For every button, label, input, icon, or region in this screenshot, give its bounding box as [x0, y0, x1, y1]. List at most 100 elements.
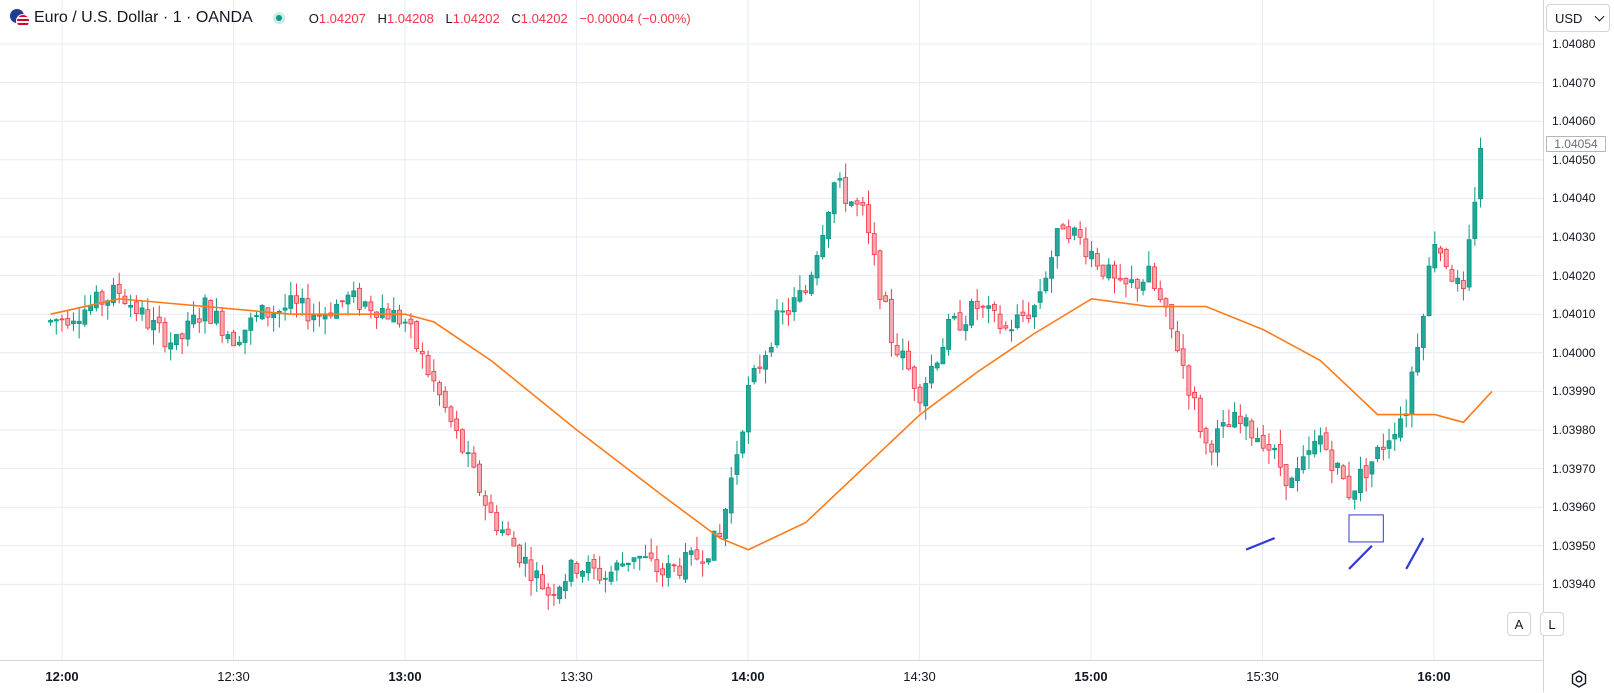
candle-body — [889, 298, 894, 343]
candle-body — [1432, 244, 1438, 269]
candle-body — [145, 309, 151, 329]
price-tick-label: 1.03980 — [1552, 423, 1596, 437]
candle-body — [1375, 446, 1380, 460]
candle-body — [871, 233, 877, 255]
time-axis[interactable] — [0, 660, 1543, 693]
candle-body — [1134, 279, 1140, 289]
price-tick-label: 1.03950 — [1552, 538, 1596, 553]
candle-body — [1157, 288, 1163, 301]
candle-body — [196, 318, 202, 323]
price-tick-label: 1.04060 — [1552, 114, 1596, 129]
candle-body — [1318, 435, 1323, 445]
candle-body — [397, 309, 402, 325]
candle-body — [1180, 348, 1186, 366]
high-value: 1.04208 — [386, 10, 434, 26]
price-axis[interactable] — [1543, 0, 1614, 692]
candle-body — [299, 297, 305, 304]
candle-body — [1215, 428, 1220, 453]
candle-body — [1014, 314, 1020, 329]
candle-body — [540, 574, 545, 590]
settings-icon[interactable] — [1570, 670, 1588, 688]
candle-body — [116, 284, 122, 294]
price-chart[interactable] — [0, 0, 1543, 660]
candle-body — [940, 346, 946, 365]
candle-body — [362, 301, 368, 307]
candle-body — [1232, 411, 1237, 428]
auto-scale-button[interactable]: A — [1507, 612, 1531, 636]
candle-body — [545, 587, 551, 596]
candle-body — [459, 429, 465, 453]
candle-body — [1226, 424, 1232, 428]
candle-body — [894, 345, 900, 356]
symbol-title[interactable]: Euro / U.S. Dollar · 1 · OANDA — [34, 9, 253, 26]
price-tick-label: 1.04020 — [1552, 268, 1596, 283]
candle-body — [1380, 446, 1386, 450]
candle-body — [660, 568, 665, 576]
candle-body — [637, 555, 643, 559]
candle-body — [1089, 251, 1094, 260]
candle-body — [379, 307, 385, 319]
candle-body — [803, 290, 808, 293]
rectangle-drawing — [1348, 514, 1384, 543]
candle-body — [1306, 450, 1312, 455]
candle-body — [168, 342, 174, 350]
candle-body — [448, 406, 454, 422]
candle-body — [568, 559, 574, 582]
candle-body — [831, 182, 837, 215]
log-scale-button[interactable]: L — [1540, 612, 1564, 636]
candle-body — [974, 300, 980, 309]
candle-body — [1049, 257, 1054, 279]
candle-body — [728, 477, 734, 514]
candle-body — [99, 291, 105, 305]
candle-body — [1020, 311, 1026, 317]
candle-body — [683, 552, 688, 580]
candle-body — [780, 310, 786, 313]
candle-body — [1335, 462, 1340, 468]
candle-body — [814, 255, 820, 279]
candle-body — [316, 314, 322, 317]
candle-body — [620, 563, 625, 567]
candle-body — [763, 355, 768, 370]
candle-body — [402, 321, 408, 324]
candle-body — [534, 570, 540, 579]
candle-body — [1272, 447, 1278, 451]
candle-body — [1009, 329, 1014, 332]
candle-body — [242, 329, 248, 343]
candle-body — [946, 318, 951, 350]
candle-body — [1369, 461, 1375, 475]
candle-body — [408, 318, 414, 325]
low-label: L — [445, 10, 453, 26]
candle-body — [71, 320, 76, 325]
candle-body — [185, 320, 191, 340]
time-tick-label: 14:00 — [731, 669, 765, 684]
chart-area[interactable] — [0, 0, 1543, 660]
candle-body — [1358, 468, 1363, 494]
candle-body — [419, 351, 425, 355]
candle-body — [454, 418, 460, 431]
candle-body — [93, 291, 99, 309]
candle-body — [357, 287, 362, 310]
candle-body — [551, 593, 557, 596]
candle-body — [162, 322, 168, 348]
candle-body — [1129, 279, 1135, 283]
currency-select[interactable]: USD — [1546, 4, 1610, 32]
candle-body — [557, 586, 563, 600]
candle-body — [76, 320, 82, 324]
candle-body — [282, 307, 288, 311]
candle-body — [1283, 464, 1289, 487]
candle-body — [465, 452, 471, 455]
price-tick-label: 1.04010 — [1552, 307, 1596, 322]
change-value: −0.00004 (−0.00%) — [579, 10, 691, 26]
candle-body — [991, 304, 997, 311]
candle-body — [826, 212, 831, 240]
candle-body — [900, 350, 906, 359]
candle-body — [1032, 305, 1037, 318]
chevron-down-icon — [1594, 11, 1605, 22]
candle-body — [494, 512, 500, 531]
candle-body — [425, 355, 431, 376]
candle-body — [820, 234, 826, 258]
candle-body — [1295, 468, 1300, 482]
candle-body — [156, 316, 162, 324]
candle-body — [1289, 477, 1295, 488]
candle-body — [1409, 371, 1415, 415]
